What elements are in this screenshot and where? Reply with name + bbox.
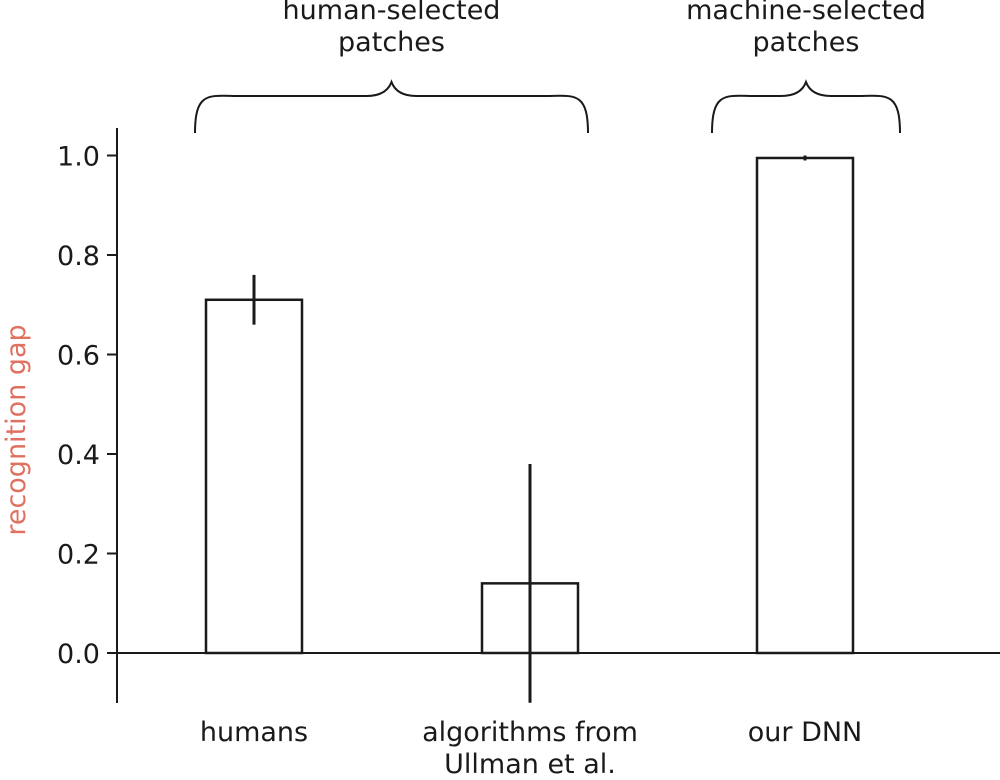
y-tick-label: 0.2 [57,540,100,571]
axes: 0.0 0.2 0.4 0.6 0.8 1.0 [57,128,1000,703]
y-axis-label: recognition gap [1,324,32,535]
group-label: human-selected patches [283,0,501,58]
y-tick-label: 0.6 [57,341,100,372]
group-label: machine-selected patches [686,0,926,58]
y-tick-label: 0.4 [57,440,100,471]
group-braces: human-selected patches machine-selected pat… [194,0,926,134]
group-brace [711,79,901,134]
group-brace [194,79,589,134]
x-tick-label: our DNN [748,717,863,748]
bar [204,298,304,655]
x-tick-label: algorithms from Ullman et al. [422,717,638,780]
y-tick-label: 0.8 [57,241,100,272]
x-tick-labels: humans algorithms from Ullman et al. our DN… [200,717,862,780]
y-tick-label: 1.0 [57,142,100,173]
y-tick-label: 0.0 [57,639,100,670]
x-tick-label: humans [200,717,308,748]
bar [755,156,855,655]
bars [204,155,855,703]
